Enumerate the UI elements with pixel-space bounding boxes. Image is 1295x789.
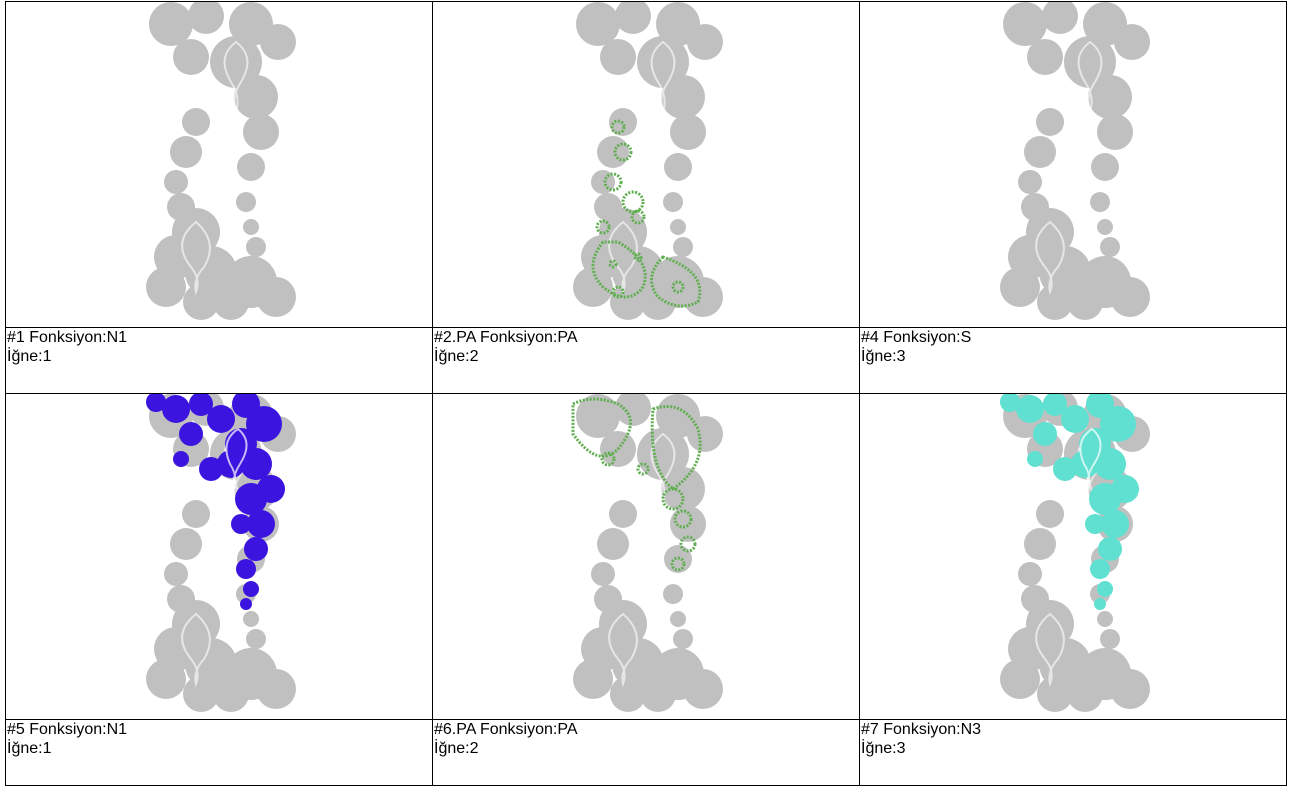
design-preview-5 [571,394,723,712]
caption-row-2: #5 Fonksiyon:N1 İğne:1 #6.PA Fonksiyon:P… [5,719,1287,786]
step-caption: #5 Fonksiyon:N1 [7,721,128,738]
lace-motif [1000,2,1150,320]
step-caption: #1 Fonksiyon:N1 [7,329,128,346]
design-preview-3 [1000,2,1150,320]
image-row-1 [5,1,1287,328]
step-caption: #4 Fonksiyon:S [861,329,972,346]
design-image-cell-4 [5,393,433,720]
lace-motif [146,394,296,712]
needle-label: İğne:2 [434,740,479,757]
needle-highlight [146,394,285,610]
needle-label: İğne:2 [434,348,479,365]
design-image-cell-3 [859,1,1287,328]
caption-cell-4: #5 Fonksiyon:N1 İğne:1 [5,719,433,786]
design-preview-4 [146,394,296,712]
lace-motif [146,2,296,320]
design-image-cell-6 [859,393,1287,720]
lace-motif [573,394,723,712]
needle-label: İğne:3 [861,740,906,757]
step-caption: #6.PA Fonksiyon:PA [434,721,578,738]
needle-highlight [1000,394,1139,610]
needle-highlight [571,397,702,572]
caption-cell-3: #4 Fonksiyon:S İğne:3 [859,327,1287,394]
step-caption: #2.PA Fonksiyon:PA [434,329,578,346]
caption-cell-5: #6.PA Fonksiyon:PA İğne:2 [432,719,860,786]
design-image-cell-5 [432,393,860,720]
design-image-cell-1 [5,1,433,328]
design-image-cell-2 [432,1,860,328]
needle-highlight [591,119,702,308]
lace-motif [1000,394,1150,712]
caption-cell-6: #7 Fonksiyon:N3 İğne:3 [859,719,1287,786]
image-row-2 [5,393,1287,720]
design-preview-1 [146,2,296,320]
caption-cell-2: #2.PA Fonksiyon:PA İğne:2 [432,327,860,394]
needle-label: İğne:1 [7,740,52,757]
design-preview-6 [1000,394,1150,712]
needle-label: İğne:3 [861,348,906,365]
design-preview-2 [573,2,723,320]
lace-motif [573,2,723,320]
needle-label: İğne:1 [7,348,52,365]
caption-cell-1: #1 Fonksiyon:N1 İğne:1 [5,327,433,394]
embroidery-sequence-table: #1 Fonksiyon:N1 İğne:1 #2.PA Fonksiyon:P… [5,1,1287,786]
step-caption: #7 Fonksiyon:N3 [861,721,982,738]
caption-row-1: #1 Fonksiyon:N1 İğne:1 #2.PA Fonksiyon:P… [5,327,1287,394]
